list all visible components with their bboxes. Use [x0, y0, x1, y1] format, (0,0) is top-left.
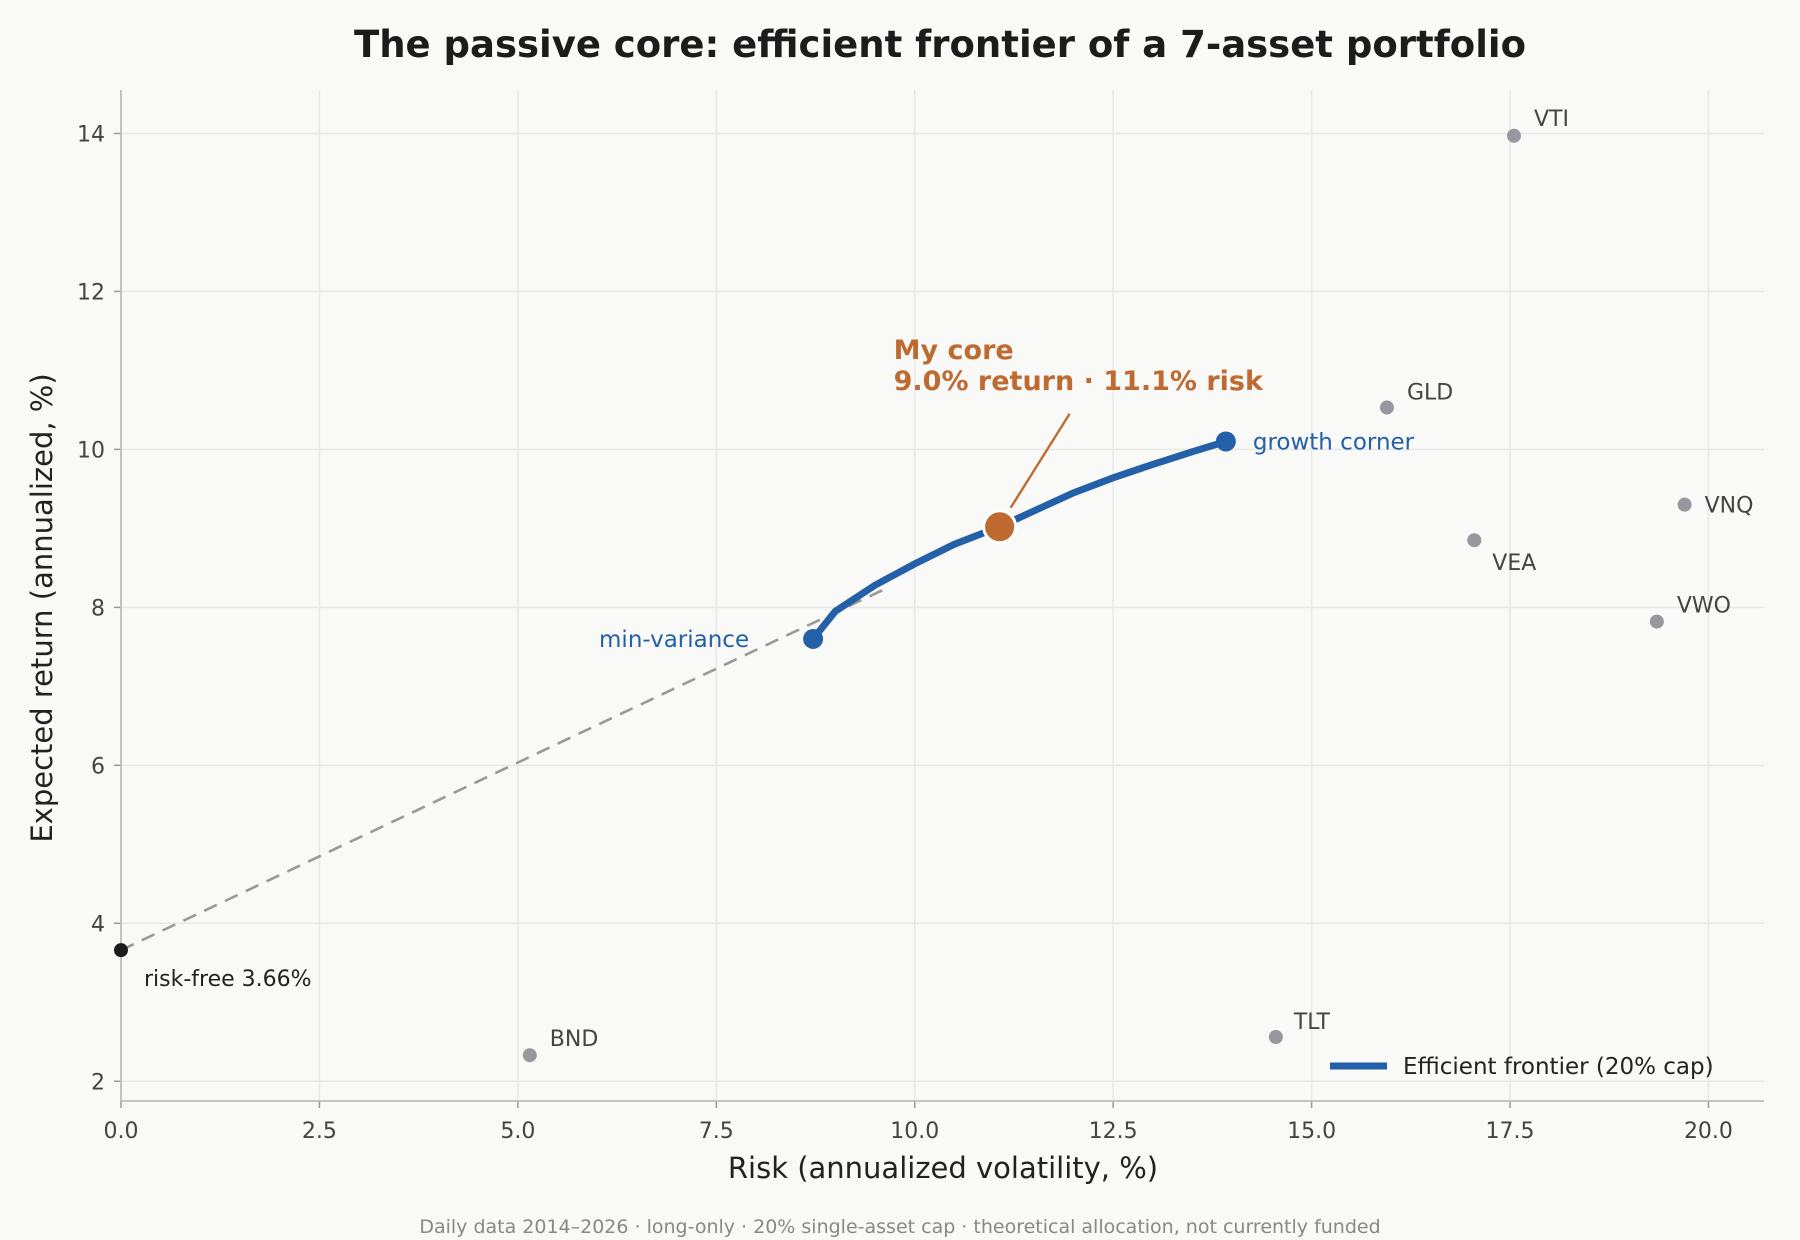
frontier-line	[809, 438, 1230, 643]
asset-point-tlt	[1268, 1030, 1283, 1045]
asset-point-bnd	[522, 1048, 537, 1063]
asset-point-vwo	[1649, 614, 1664, 629]
y-tick-label: 6	[91, 754, 105, 779]
y-tick-label: 14	[77, 122, 105, 147]
y-tick-label: 8	[91, 596, 105, 621]
asset-points: VTI GLD VNQ VEA VWO BND TLT	[522, 107, 1754, 1063]
y-tick-label: 10	[77, 438, 105, 463]
legend-label: Efficient frontier (20% cap)	[1403, 1054, 1714, 1080]
x-tick-label: 5.0	[500, 1119, 535, 1144]
growth-corner-label: growth corner	[1253, 429, 1415, 455]
chart-title: The passive core: efficient frontier of …	[354, 23, 1526, 66]
y-tick-label: 2	[91, 1070, 105, 1095]
x-tick-label: 20.0	[1684, 1119, 1733, 1144]
my-core-point	[982, 509, 1018, 545]
risk-free-label: risk-free 3.66%	[144, 967, 312, 992]
footnote: Daily data 2014–2026 · long-only · 20% s…	[419, 1216, 1380, 1238]
asset-point-vea	[1467, 533, 1482, 548]
asset-label-bnd: BND	[550, 1027, 599, 1052]
my-core-leader-line	[1009, 413, 1071, 509]
x-tick-label: 15.0	[1287, 1119, 1336, 1144]
min-variance-label: min-variance	[599, 627, 749, 653]
y-axis-label: Expected return (annualized, %)	[25, 373, 59, 842]
y-tick-label: 12	[77, 280, 105, 305]
risk-free-point	[114, 943, 128, 958]
asset-label-vti: VTI	[1534, 107, 1569, 132]
x-tick-label: 7.5	[699, 1119, 734, 1144]
grid-lines	[120, 90, 1764, 1101]
x-tick-label: 0.0	[104, 1119, 139, 1144]
legend: Efficient frontier (20% cap)	[1330, 1054, 1714, 1080]
asset-label-vea: VEA	[1492, 551, 1536, 576]
asset-label-vwo: VWO	[1677, 594, 1731, 619]
min-variance-point	[803, 628, 824, 649]
growth-corner-point	[1215, 431, 1236, 452]
x-axis-label: Risk (annualized volatility, %)	[728, 1151, 1158, 1185]
x-tick-label: 17.5	[1486, 1119, 1535, 1144]
capital-market-line	[120, 588, 886, 952]
x-tick-label: 12.5	[1089, 1119, 1138, 1144]
asset-point-vnq	[1677, 497, 1692, 512]
my-core-detail: 9.0% return · 11.1% risk	[894, 366, 1264, 397]
x-tick-label: 2.5	[302, 1119, 337, 1144]
asset-label-vnq: VNQ	[1705, 494, 1754, 519]
asset-label-tlt: TLT	[1293, 1010, 1331, 1035]
asset-point-vti	[1506, 128, 1521, 143]
my-core-title: My core	[894, 335, 1014, 366]
y-tick-label: 4	[91, 912, 105, 937]
tick-labels: 0.0 2.5 5.0 7.5 10.0 12.5 15.0 17.5 20.0 2 4 6 8 10 12…	[77, 122, 1733, 1144]
asset-label-gld: GLD	[1407, 381, 1453, 406]
x-tick-label: 10.0	[890, 1119, 939, 1144]
asset-point-gld	[1379, 400, 1394, 415]
axes	[114, 90, 1764, 1108]
